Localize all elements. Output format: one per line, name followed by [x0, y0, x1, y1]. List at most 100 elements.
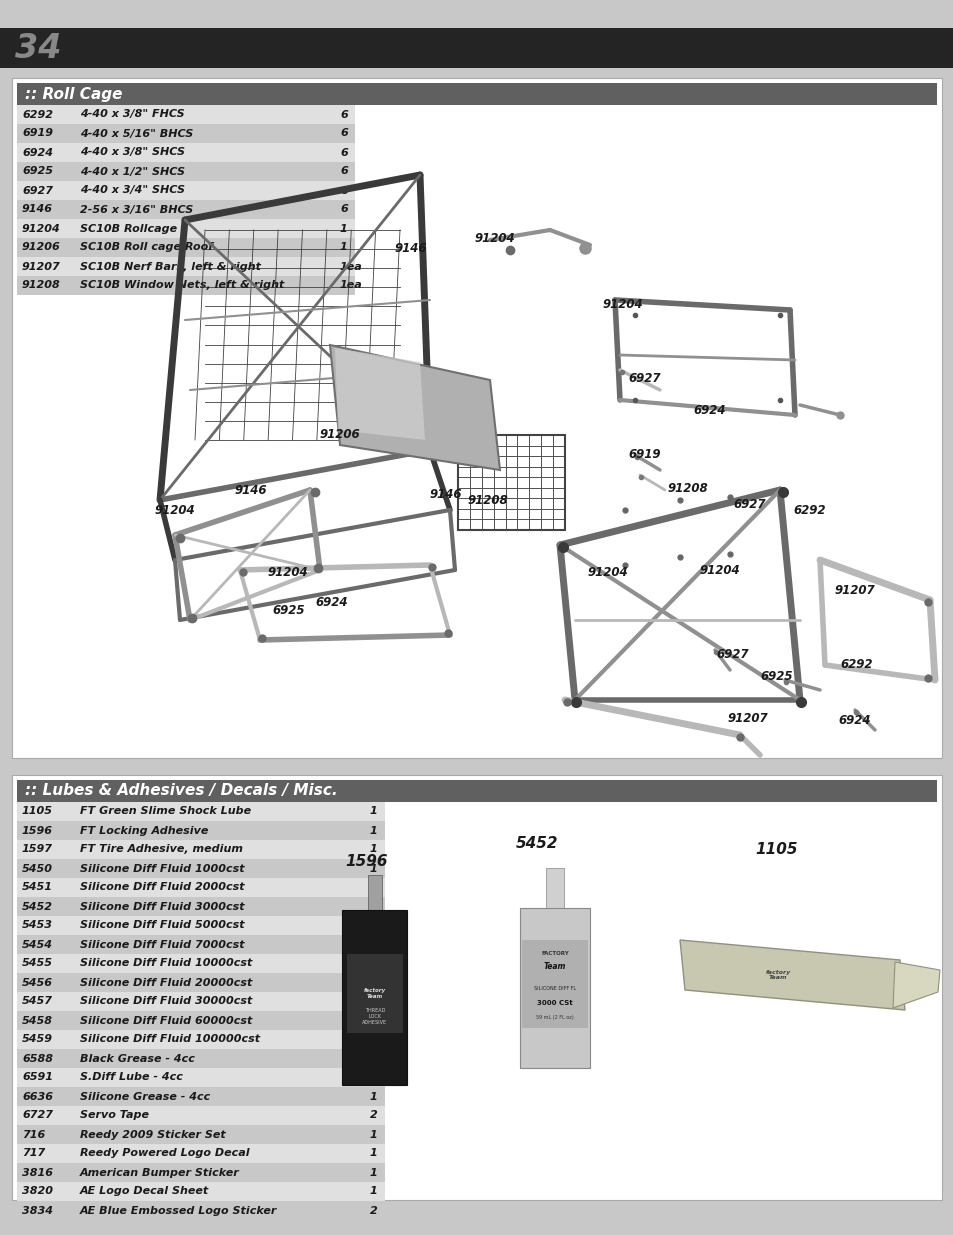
Text: 91204: 91204 [700, 563, 740, 577]
Text: factory
Team: factory Team [764, 969, 790, 981]
Bar [17, 1163, 385, 1182]
Bar [17, 219, 355, 238]
Text: 91208: 91208 [468, 494, 508, 506]
Text: 6927: 6927 [732, 499, 764, 511]
Text: 1: 1 [370, 902, 377, 911]
Text: 91207: 91207 [727, 711, 768, 725]
Text: 1: 1 [370, 845, 377, 855]
Text: Silicone Diff Fluid 3000cst: Silicone Diff Fluid 3000cst [80, 902, 244, 911]
Text: 5454: 5454 [22, 940, 53, 950]
Text: SC10B Nerf Bars, left & right: SC10B Nerf Bars, left & right [80, 262, 261, 272]
Text: 91208: 91208 [22, 280, 61, 290]
Text: Reedy 2009 Sticker Set: Reedy 2009 Sticker Set [80, 1130, 226, 1140]
Text: 6636: 6636 [22, 1092, 53, 1102]
Text: Silicone Diff Fluid 30000cst: Silicone Diff Fluid 30000cst [80, 997, 253, 1007]
Text: Silicone Grease - 4cc: Silicone Grease - 4cc [80, 1092, 210, 1102]
Bar [545, 868, 563, 908]
Text: 6: 6 [339, 110, 348, 120]
Text: 9146: 9146 [234, 483, 267, 496]
Text: 5458: 5458 [22, 1015, 53, 1025]
Text: 6924: 6924 [837, 714, 869, 726]
Text: 2: 2 [370, 1110, 377, 1120]
Text: 9146: 9146 [22, 205, 53, 215]
Bar [17, 897, 385, 916]
Text: SC10B Window Nets, left & right: SC10B Window Nets, left & right [80, 280, 284, 290]
Text: 1596: 1596 [345, 855, 387, 869]
Text: 6591: 6591 [22, 1072, 53, 1083]
Text: Silicone Diff Fluid 100000cst: Silicone Diff Fluid 100000cst [80, 1035, 260, 1045]
Bar [17, 1087, 385, 1107]
Bar [17, 1144, 385, 1163]
Text: 3820: 3820 [22, 1187, 53, 1197]
Text: 6: 6 [339, 167, 348, 177]
Bar [17, 860, 385, 878]
Bar [17, 83, 936, 105]
Text: 1: 1 [370, 1035, 377, 1045]
Text: 6588: 6588 [22, 1053, 53, 1063]
Bar [342, 910, 407, 1086]
Text: 91207: 91207 [834, 583, 875, 597]
Bar [17, 953, 385, 973]
Text: 2-56 x 3/16" BHCS: 2-56 x 3/16" BHCS [80, 205, 193, 215]
Bar [12, 78, 941, 758]
Text: 1ea: 1ea [339, 262, 362, 272]
Text: Silicone Diff Fluid 5000cst: Silicone Diff Fluid 5000cst [80, 920, 244, 930]
Polygon shape [679, 940, 904, 1010]
Text: Silicone Diff Fluid 20000cst: Silicone Diff Fluid 20000cst [80, 977, 253, 988]
Text: 1: 1 [370, 1130, 377, 1140]
Text: 1105: 1105 [754, 842, 797, 857]
Text: 4-40 x 5/16" BHCS: 4-40 x 5/16" BHCS [80, 128, 193, 138]
Text: 1: 1 [370, 997, 377, 1007]
Text: 6924: 6924 [314, 595, 347, 609]
Text: 9146: 9146 [395, 242, 427, 254]
Text: 5456: 5456 [22, 977, 53, 988]
Bar [17, 781, 936, 802]
Text: 4-40 x 3/4" SHCS: 4-40 x 3/4" SHCS [80, 185, 185, 195]
Text: 1: 1 [370, 1187, 377, 1197]
Bar [457, 435, 564, 530]
Bar [17, 802, 385, 821]
Text: 6925: 6925 [760, 669, 792, 683]
Polygon shape [330, 345, 499, 471]
Bar [17, 275, 355, 295]
Text: Black Grease - 4cc: Black Grease - 4cc [80, 1053, 194, 1063]
Bar [17, 257, 355, 275]
Bar [17, 1068, 385, 1087]
Text: 6925: 6925 [22, 167, 53, 177]
Text: 6: 6 [339, 147, 348, 158]
Text: 5452: 5452 [22, 902, 53, 911]
Text: 91206: 91206 [319, 429, 360, 441]
Text: 6: 6 [339, 205, 348, 215]
Bar [17, 840, 385, 860]
Text: 1: 1 [370, 977, 377, 988]
Text: 1: 1 [370, 1167, 377, 1177]
Bar [17, 1182, 385, 1200]
Text: factory
Team: factory Team [363, 988, 386, 999]
Text: SC10B Roll cage Roof: SC10B Roll cage Roof [80, 242, 213, 252]
Text: Silicone Diff Fluid 1000cst: Silicone Diff Fluid 1000cst [80, 863, 244, 873]
Text: :: Lubes & Adhesives / Decals / Misc.: :: Lubes & Adhesives / Decals / Misc. [25, 783, 337, 799]
Text: FT Tire Adhesive, medium: FT Tire Adhesive, medium [80, 845, 243, 855]
Text: 6292: 6292 [22, 110, 53, 120]
Bar [17, 1049, 385, 1068]
Text: Silicone Diff Fluid 10000cst: Silicone Diff Fluid 10000cst [80, 958, 253, 968]
Text: Silicone Diff Fluid 7000cst: Silicone Diff Fluid 7000cst [80, 940, 244, 950]
Text: 2: 2 [370, 1205, 377, 1215]
Text: 1: 1 [370, 1092, 377, 1102]
Text: 1: 1 [370, 1072, 377, 1083]
Bar [17, 821, 385, 840]
Text: 5459: 5459 [22, 1035, 53, 1045]
Text: 1: 1 [370, 1015, 377, 1025]
Bar [519, 908, 589, 1068]
Bar [17, 162, 355, 182]
Text: 91204: 91204 [154, 504, 195, 516]
Bar [347, 953, 402, 1032]
Text: 6292: 6292 [840, 658, 872, 672]
Text: 6919: 6919 [627, 448, 659, 462]
Text: 1: 1 [339, 224, 348, 233]
Text: 4-40 x 1/2" SHCS: 4-40 x 1/2" SHCS [80, 167, 185, 177]
Text: SC10B Rollcage: SC10B Rollcage [80, 224, 177, 233]
Bar [17, 1125, 385, 1144]
Text: 5451: 5451 [22, 883, 53, 893]
Text: Silicone Diff Fluid 60000cst: Silicone Diff Fluid 60000cst [80, 1015, 253, 1025]
